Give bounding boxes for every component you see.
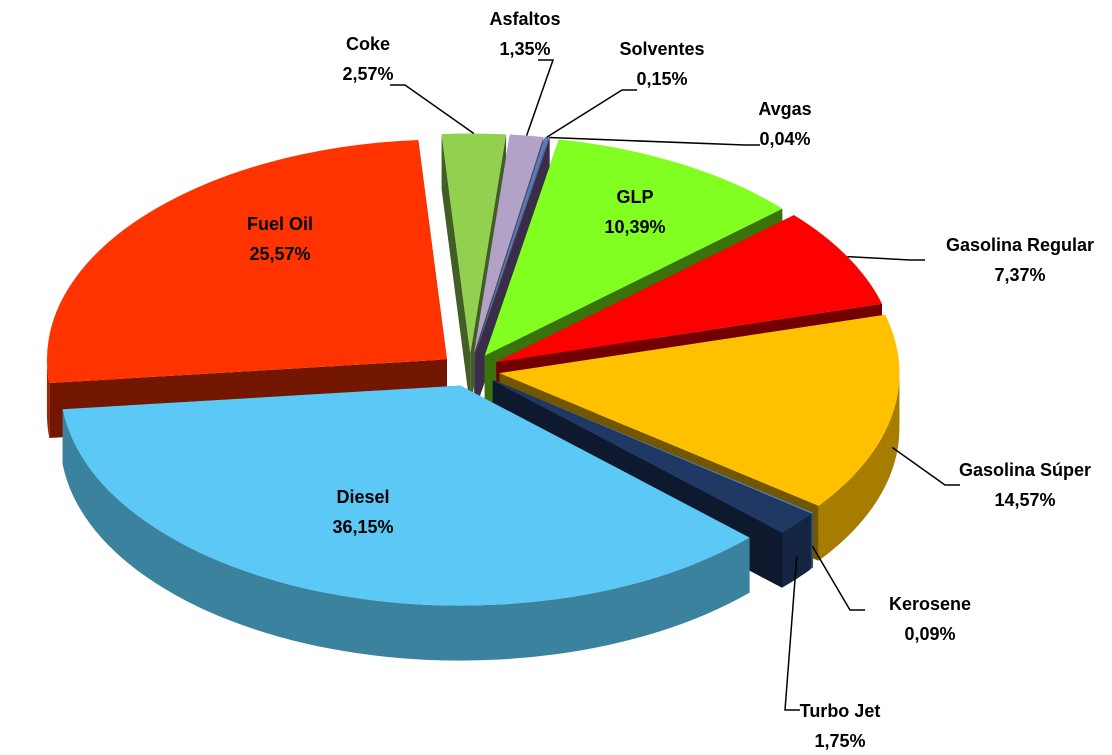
value-label: 2,57% [342,64,393,84]
value-label: 0,04% [759,129,810,149]
slice [484,139,783,356]
value-label: 0,15% [636,69,687,89]
category-label: Turbo Jet [800,701,881,721]
leader-line [891,446,960,486]
value-label: 36,15% [332,517,393,537]
slice-wall [62,409,750,661]
slice [46,139,447,384]
slice-side [441,134,471,409]
value-label: 1,35% [499,39,550,59]
slice [475,137,550,354]
leader-line [546,89,637,138]
value-label: 1,75% [814,731,865,751]
slice [441,133,507,354]
category-label: GLP [616,187,653,207]
slice [62,385,750,661]
category-label: Diesel [336,487,389,507]
value-label: 7,37% [994,265,1045,285]
value-label: 0,09% [904,624,955,644]
slice [492,380,811,533]
slice-wall [811,512,814,569]
category-label: Gasolina Súper [959,460,1091,480]
slice [475,137,549,354]
slice-wall [782,514,811,588]
leader-line [811,545,865,611]
slice [473,134,544,354]
slice-wall [818,373,900,561]
slice-wall [46,359,50,439]
leader-line [525,59,555,136]
value-label: 25,57% [249,244,310,264]
category-label: Avgas [758,99,811,119]
leader-line [847,255,925,261]
value-label: 14,57% [994,490,1055,510]
category-label: Coke [346,34,390,54]
leader-line [549,136,760,146]
value-label: 10,39% [604,217,665,237]
leader-line [784,556,800,711]
slice [496,215,883,363]
category-label: Gasolina Regular [946,235,1094,255]
slice [62,385,750,606]
slice [499,314,900,506]
leader-line [390,84,475,135]
category-label: Fuel Oil [247,214,313,234]
category-label: Solventes [619,39,704,59]
category-label: Asfaltos [489,9,560,29]
slice [493,379,814,514]
category-label: Kerosene [889,594,971,614]
